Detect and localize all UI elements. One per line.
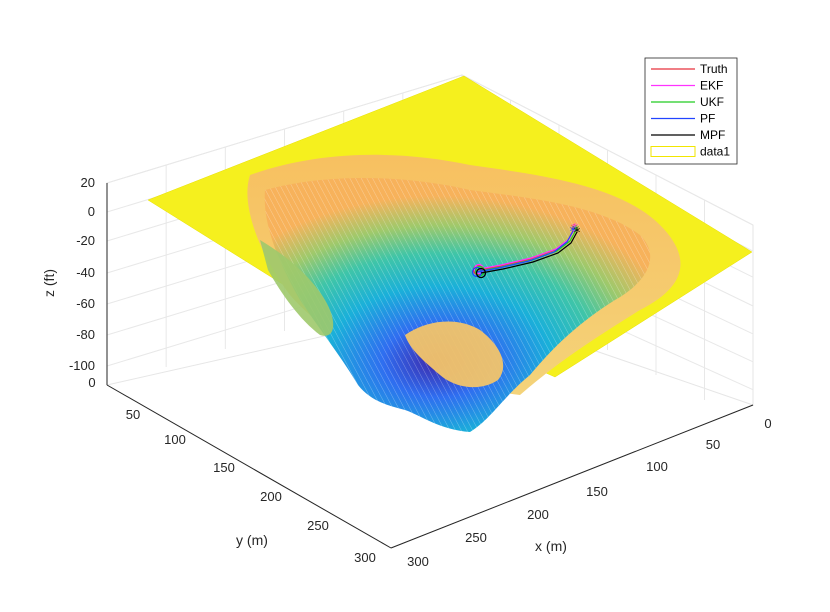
trajectory-line [476,230,574,273]
x-tick-label: 100 [646,459,668,474]
x-tick-label: 200 [527,507,549,522]
x-axis: 0 50 100 150 200 250 300 x (m) [390,404,772,569]
z-tick-label: -100 [69,358,95,373]
legend-label: UKF [700,95,724,109]
z-tick-label: -20 [76,233,95,248]
x-tick-label: 0 [764,416,771,431]
x-tick-label: 150 [586,484,608,499]
surface-data1 [147,75,753,432]
z-tick-label: -60 [76,296,95,311]
z-tick-label: 0 [88,204,95,219]
trajectory-end-marker: * [574,226,581,241]
legend-label: EKF [700,79,723,93]
z-tick-label: -80 [76,327,95,342]
legend: Truth EKF UKF PF MPF data1 [644,57,738,165]
surface-front-lobe [405,321,504,388]
legend-label: MPF [700,128,725,142]
legend-swatch [650,146,696,157]
surface-left-ridge [260,240,334,336]
x-axis-label: x (m) [535,538,567,554]
y-tick-label: 150 [213,460,235,475]
trajectory-start-marker [471,266,483,278]
trajectory-end-marker: * [573,224,580,239]
trajectory-end-marker: * [572,222,579,237]
x-tick-label: 300 [407,554,429,569]
trajectory-end-marker: * [570,225,577,240]
x-tick-label: 50 [706,437,720,452]
legend-label: data1 [700,145,730,159]
y-tick-label: 0 [88,375,95,390]
y-tick-label: 250 [307,518,329,533]
y-tick-label: 300 [354,550,376,565]
z-axis-label: z (ft) [41,269,57,297]
y-tick-label: 200 [260,489,282,504]
x-tick-label: 250 [465,530,487,545]
legend-label: PF [700,112,715,126]
z-tick-label: 20 [81,175,95,190]
trajectory-start-marker [475,267,487,279]
trajectory-line [480,231,578,274]
z-axis: 20 0 -20 -40 -60 -80 -100 z (ft) [41,175,108,385]
legend-label: Truth [700,62,728,76]
y-tick-label: 50 [126,407,140,422]
y-tick-label: 100 [164,432,186,447]
surface-mesh [264,177,651,432]
trajectories: ***** [471,222,581,279]
z-tick-label: -40 [76,265,95,280]
y-axis: 0 50 100 150 200 250 300 y (m) [88,375,392,565]
y-axis-label: y (m) [236,532,268,548]
